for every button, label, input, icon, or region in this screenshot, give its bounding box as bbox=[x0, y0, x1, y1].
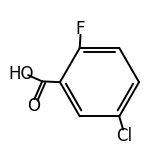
Text: Cl: Cl bbox=[116, 127, 132, 145]
Text: F: F bbox=[76, 20, 85, 38]
Text: O: O bbox=[27, 97, 40, 115]
Text: HO: HO bbox=[8, 65, 33, 83]
